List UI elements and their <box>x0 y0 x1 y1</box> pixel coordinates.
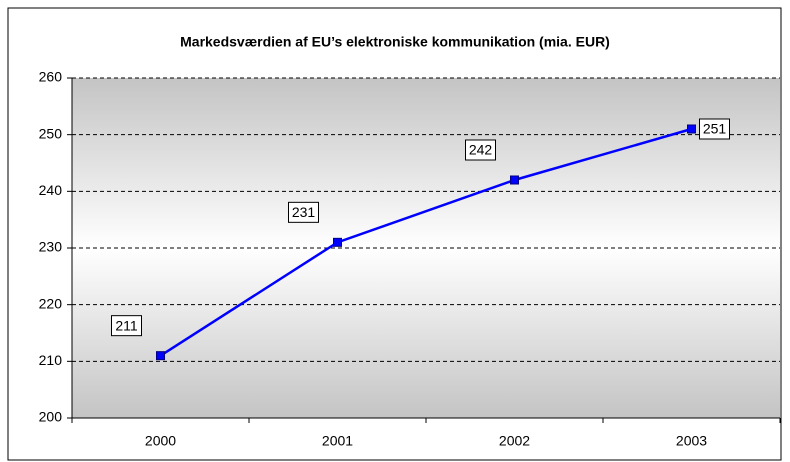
x-tick-label: 2000 <box>145 433 176 449</box>
data-label: 231 <box>292 204 316 220</box>
y-tick-label: 260 <box>39 69 63 85</box>
data-label: 242 <box>469 142 493 158</box>
y-tick-label: 250 <box>39 125 63 141</box>
x-tick-label: 2001 <box>322 433 353 449</box>
y-tick-label: 240 <box>39 182 63 198</box>
marker <box>510 175 519 185</box>
marker <box>687 124 696 134</box>
data-label-box <box>288 201 319 223</box>
y-tick-label: 210 <box>39 352 63 368</box>
data-label: 251 <box>703 121 727 137</box>
data-label-box <box>465 139 496 161</box>
y-tick-label: 230 <box>39 239 63 255</box>
x-tick-label: 2003 <box>676 433 707 449</box>
y-tick-label: 220 <box>39 295 63 311</box>
marker <box>156 351 165 361</box>
y-tick-label: 200 <box>39 409 63 425</box>
data-label-box <box>699 118 730 140</box>
line <box>159 127 692 357</box>
marker <box>333 237 342 247</box>
data-label-box <box>111 315 142 337</box>
x-tick-label: 2002 <box>499 433 530 449</box>
chart-title: Markedsværdien af EU’s elektroniske komm… <box>180 34 610 50</box>
data-label: 211 <box>115 317 138 333</box>
